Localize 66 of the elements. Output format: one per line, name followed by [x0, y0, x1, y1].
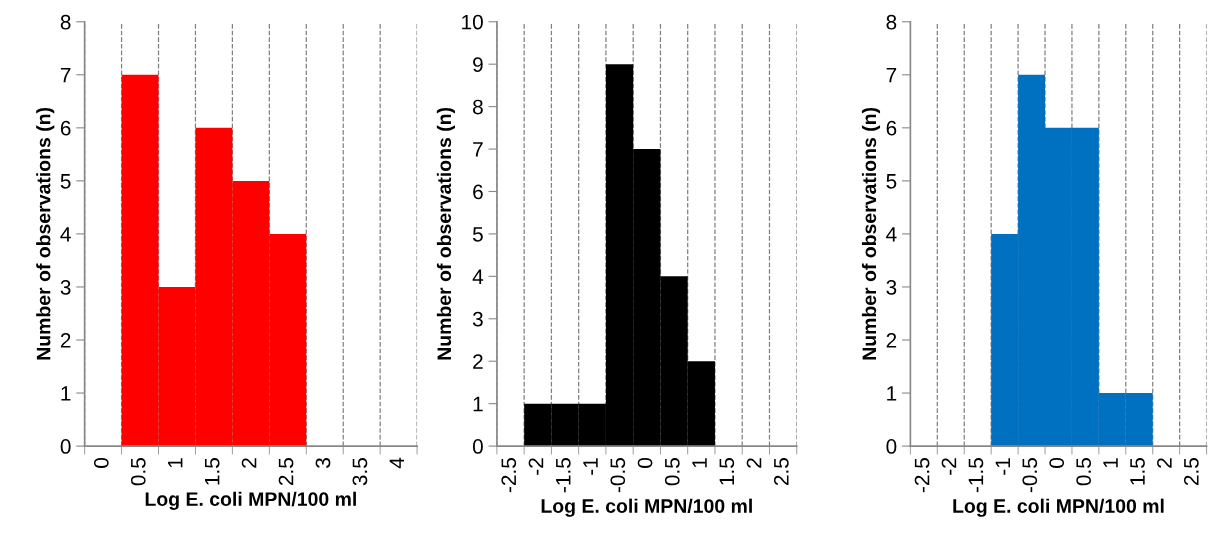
x-tick-label: 1.5 [1130, 458, 1145, 485]
x-tick-label: 0 [93, 458, 109, 468]
y-tick-label: 7 [60, 68, 71, 83]
y-tick-label: 0 [472, 439, 483, 454]
x-tick-label: -2.5 [501, 458, 517, 493]
x-tick-label: 2 [1157, 458, 1172, 468]
y-tick-label: 6 [60, 120, 71, 136]
x-tick-label: -1 [995, 458, 1011, 475]
y-tick-label: 2 [886, 333, 897, 348]
y-tick-label: 8 [886, 14, 897, 30]
y-tick-label: 0 [886, 439, 897, 454]
x-axis-title: Log E. coli MPN/100 ml [541, 498, 752, 517]
x-tick-label: 1.5 [204, 458, 220, 485]
x-tick-label: 2 [746, 458, 762, 468]
x-tick-label: -1 [583, 458, 598, 475]
x-tick-label: 0 [1049, 458, 1065, 468]
x-tick-label: 1 [168, 458, 183, 468]
x-tick-label: -2 [528, 458, 544, 475]
x-tick-label: 0 [637, 458, 653, 468]
y-tick-label: 4 [60, 227, 71, 242]
y-tick-label: 7 [473, 142, 483, 157]
y-tick-label: 1 [887, 386, 897, 401]
y-tick-label: 3 [886, 279, 897, 295]
x-tick-label: 1.5 [719, 458, 735, 485]
y-tick-label: 3 [472, 311, 483, 327]
x-tick-label: 3.5 [352, 458, 368, 486]
x-tick-label: 1 [1103, 458, 1118, 468]
x-tick-label: 0.5 [664, 458, 680, 486]
y-tick-label: 5 [472, 227, 483, 242]
y-tick-label: 0 [60, 439, 71, 454]
x-axis-title: Log E. coli MPN/100 ml [953, 498, 1164, 517]
y-tick-label: 10 [462, 14, 483, 30]
y-tick-label: 5 [60, 174, 71, 189]
y-tick-label: 2 [473, 354, 483, 369]
x-tick-label: -0.5 [1022, 458, 1038, 493]
x-tick-label: 2.5 [773, 458, 789, 486]
x-tick-label: -2.5 [914, 458, 930, 493]
y-tick-label: 8 [473, 99, 483, 115]
y-tick-label: 4 [472, 269, 484, 284]
y-tick-label: 2 [60, 333, 71, 348]
y-tick-label: 6 [886, 120, 897, 136]
x-tick-label: -0.5 [610, 458, 626, 493]
y-tick-label: 1 [473, 396, 483, 412]
x-tick-label: 4 [389, 457, 405, 469]
y-tick-label: 6 [473, 184, 483, 200]
y-tick-label: 5 [886, 174, 897, 189]
x-tick-label: 1 [692, 458, 707, 468]
y-axis-title: Number of observations (n) [436, 107, 455, 360]
y-axis-title: Number of observations (n) [36, 107, 55, 360]
x-tick-label: 2.5 [1183, 458, 1199, 486]
x-tick-label: -2 [941, 458, 957, 475]
x-tick-label: 2 [241, 458, 257, 468]
y-tick-label: 8 [60, 14, 71, 30]
x-tick-label: 3 [315, 458, 331, 468]
y-tick-label: 3 [60, 279, 71, 295]
x-axis-title: Log E. coli MPN/100 ml [145, 491, 356, 510]
y-tick-label: 9 [473, 57, 483, 72]
x-tick-label: 2.5 [278, 458, 294, 486]
y-tick-label: 4 [886, 227, 897, 242]
x-tick-label: 0.5 [130, 458, 146, 486]
y-tick-label: 7 [886, 68, 897, 83]
y-tick-label: 1 [61, 386, 71, 401]
x-tick-label: -1.5 [556, 458, 571, 493]
y-axis-title: Number of observations (n) [861, 107, 881, 360]
x-tick-label: 0.5 [1076, 458, 1091, 486]
x-tick-label: -1.5 [968, 458, 984, 493]
